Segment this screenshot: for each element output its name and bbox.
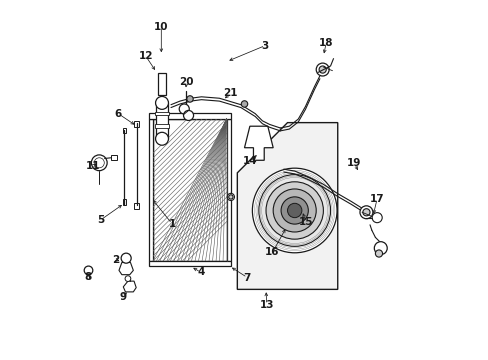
Text: 2: 2 [112,255,119,265]
Circle shape [183,111,193,121]
Text: 14: 14 [243,156,257,166]
Text: 7: 7 [243,273,250,283]
Bar [155,103,168,139]
Text: 21: 21 [223,88,237,98]
Text: 10: 10 [154,22,168,32]
Circle shape [359,206,372,219]
Text: 9: 9 [119,292,126,302]
Text: 13: 13 [259,300,273,310]
Circle shape [252,168,336,253]
Circle shape [258,175,330,246]
Bar [122,128,126,134]
Circle shape [265,182,323,239]
Bar [111,155,117,160]
Bar [226,119,230,261]
Circle shape [125,276,131,282]
Circle shape [227,193,234,201]
Bar [155,125,169,128]
Text: 4: 4 [197,267,204,277]
Polygon shape [123,281,136,292]
Circle shape [373,242,386,255]
Circle shape [281,197,308,224]
Circle shape [94,158,104,168]
Bar [122,199,126,205]
Bar [153,119,226,261]
Polygon shape [244,126,273,160]
Bar [148,113,230,119]
Circle shape [316,63,328,76]
Circle shape [362,209,369,216]
Text: 18: 18 [318,38,333,48]
Text: 15: 15 [298,217,313,227]
Circle shape [155,132,168,145]
Polygon shape [119,262,133,275]
Polygon shape [85,267,91,274]
Circle shape [287,203,301,218]
Circle shape [375,250,382,257]
Text: 1: 1 [168,219,175,229]
Text: 5: 5 [97,215,104,225]
Circle shape [91,155,107,171]
Circle shape [273,189,316,232]
Text: 12: 12 [139,51,153,61]
Circle shape [84,266,93,275]
Bar [148,119,153,261]
Bar [148,261,230,266]
Text: 16: 16 [264,247,279,257]
Circle shape [155,96,168,109]
Bar [155,112,169,116]
Bar [158,73,166,95]
Text: 6: 6 [114,109,122,119]
Circle shape [319,66,325,73]
Circle shape [179,104,189,114]
Circle shape [371,213,382,223]
Circle shape [228,195,233,199]
Text: 11: 11 [86,161,100,171]
Text: 17: 17 [369,194,384,204]
Circle shape [186,96,193,102]
Circle shape [241,101,247,107]
Text: 20: 20 [179,77,193,87]
Text: 8: 8 [84,272,91,282]
Bar [134,121,139,127]
Text: 3: 3 [261,41,268,50]
Bar [134,203,139,209]
Circle shape [121,253,131,263]
Polygon shape [237,123,337,289]
Text: 19: 19 [346,158,361,168]
